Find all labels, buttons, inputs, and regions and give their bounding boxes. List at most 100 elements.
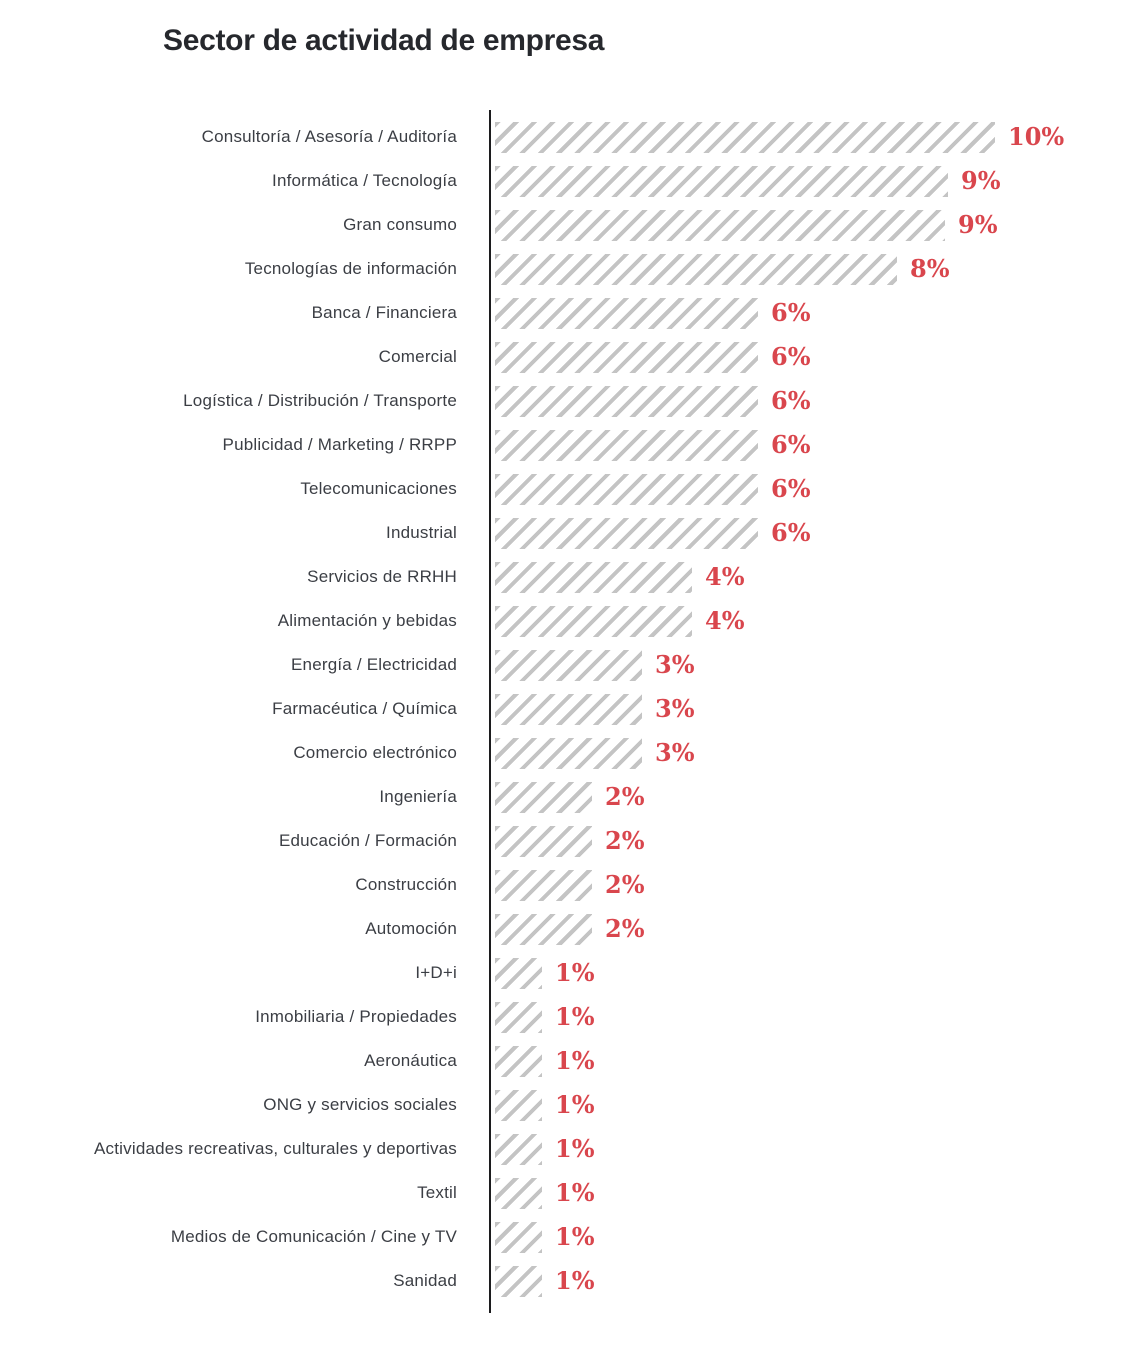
bar-area: 9% (490, 209, 1138, 241)
chart-row: Industrial 6% (0, 511, 1138, 555)
bar (495, 165, 948, 197)
chart-row: Banca / Financiera 6% (0, 291, 1138, 335)
chart-row: Aeronáutica 1% (0, 1039, 1138, 1083)
category-label: Banca / Financiera (311, 303, 457, 322)
category-label: ONG y servicios sociales (263, 1095, 457, 1114)
bar-area: 1% (490, 1001, 1138, 1033)
bar-area: 6% (490, 429, 1138, 461)
value-label: 1% (555, 1222, 595, 1251)
chart-row: Tecnologías de información 8% (0, 247, 1138, 291)
category-label: Farmacéutica / Química (272, 699, 457, 718)
bar-area: 2% (490, 825, 1138, 857)
bar (495, 1089, 542, 1121)
chart-row: Automoción 2% (0, 907, 1138, 951)
bar (495, 209, 945, 241)
chart-row: Logística / Distribución / Transporte 6% (0, 379, 1138, 423)
value-label: 9% (961, 166, 1001, 195)
bar (495, 693, 642, 725)
bar-area: 4% (490, 605, 1138, 637)
value-label: 6% (771, 430, 811, 459)
bar-area: 1% (490, 1133, 1138, 1165)
bar-area: 10% (490, 121, 1138, 153)
category-label: Inmobiliaria / Propiedades (255, 1007, 457, 1026)
bar (495, 1001, 542, 1033)
bar (495, 781, 592, 813)
category-label: Ingeniería (379, 787, 457, 806)
category-label: Aeronáutica (364, 1051, 457, 1070)
bar-area: 1% (490, 957, 1138, 989)
category-label: Informática / Tecnología (272, 171, 457, 190)
value-label: 1% (555, 958, 595, 987)
chart-row: Educación / Formación 2% (0, 819, 1138, 863)
category-label: Educación / Formación (278, 831, 457, 850)
bar-area: 6% (490, 341, 1138, 373)
bar-area: 4% (490, 561, 1138, 593)
value-label: 2% (605, 914, 645, 943)
chart-title: Sector de actividad de empresa (163, 24, 605, 57)
chart-rows: Consultoría / Asesoría / Auditoría 10% Inf… (0, 115, 1138, 1303)
value-label: 6% (771, 342, 811, 371)
chart-row: Farmacéutica / Química 3% (0, 687, 1138, 731)
bar-area: 6% (490, 473, 1138, 505)
value-label: 4% (705, 606, 745, 635)
bar (495, 1265, 542, 1297)
bar-chart: Consultoría / Asesoría / Auditoría 10% Inf… (0, 110, 1138, 1313)
chart-row: Comercio electrónico 3% (0, 731, 1138, 775)
chart-row: I+D+i 1% (0, 951, 1138, 995)
value-label: 1% (555, 1046, 595, 1075)
category-label: Actividades recreativas, culturales y de… (94, 1139, 457, 1158)
bar (495, 429, 758, 461)
value-label: 1% (555, 1266, 595, 1295)
bar-area: 1% (490, 1089, 1138, 1121)
bar (495, 561, 692, 593)
bar-area: 3% (490, 649, 1138, 681)
value-label: 2% (605, 870, 645, 899)
bar-area: 3% (490, 693, 1138, 725)
value-label: 1% (555, 1002, 595, 1031)
value-label: 1% (555, 1134, 595, 1163)
bar (495, 297, 758, 329)
chart-row: Informática / Tecnología 9% (0, 159, 1138, 203)
bar-area: 2% (490, 869, 1138, 901)
category-label: Alimentación y bebidas (277, 611, 457, 630)
bar-area: 1% (490, 1045, 1138, 1077)
category-label: Consultoría / Asesoría / Auditoría (201, 127, 457, 146)
bar (495, 473, 758, 505)
value-label: 6% (771, 386, 811, 415)
category-label: Publicidad / Marketing / RRPP (222, 435, 457, 454)
bar (495, 121, 995, 153)
chart-row: Energía / Electricidad 3% (0, 643, 1138, 687)
chart-row: Ingeniería 2% (0, 775, 1138, 819)
bar (495, 341, 758, 373)
bar (495, 1221, 542, 1253)
bar-area: 6% (490, 297, 1138, 329)
bar (495, 957, 542, 989)
bar-area: 2% (490, 913, 1138, 945)
category-label: Comercio electrónico (293, 743, 457, 762)
category-label: Automoción (365, 919, 457, 938)
category-label: Tecnologías de información (244, 259, 457, 278)
bar-area: 1% (490, 1221, 1138, 1253)
value-label: 1% (555, 1090, 595, 1119)
chart-row: Alimentación y bebidas 4% (0, 599, 1138, 643)
value-label: 6% (771, 298, 811, 327)
chart-row: Gran consumo 9% (0, 203, 1138, 247)
bar (495, 1133, 542, 1165)
bar (495, 913, 592, 945)
chart-row: Actividades recreativas, culturales y de… (0, 1127, 1138, 1171)
category-label: Comercial (378, 347, 457, 366)
chart-row: Consultoría / Asesoría / Auditoría 10% (0, 115, 1138, 159)
value-label: 2% (605, 826, 645, 855)
value-label: 1% (555, 1178, 595, 1207)
chart-row: Medios de Comunicación / Cine y TV 1% (0, 1215, 1138, 1259)
bar-area: 3% (490, 737, 1138, 769)
value-label: 2% (605, 782, 645, 811)
category-label: Medios de Comunicación / Cine y TV (170, 1227, 457, 1246)
bar-area: 6% (490, 517, 1138, 549)
bar (495, 517, 758, 549)
chart-row: Servicios de RRHH 4% (0, 555, 1138, 599)
bar-area: 1% (490, 1265, 1138, 1297)
chart-row: Textil 1% (0, 1171, 1138, 1215)
bar (495, 1177, 542, 1209)
bar (495, 385, 758, 417)
